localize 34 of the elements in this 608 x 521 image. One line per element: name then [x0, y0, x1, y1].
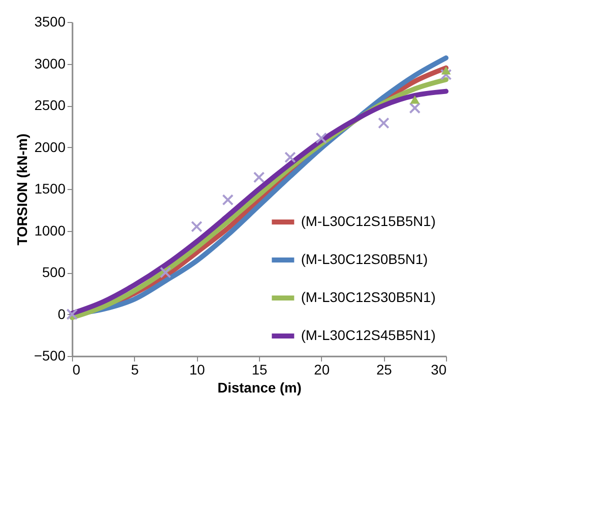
point [284, 152, 296, 164]
point [66, 308, 78, 320]
point [410, 96, 420, 104]
y-tick-label: 0 [58, 306, 66, 322]
y-tick-label: 2000 [34, 138, 66, 155]
y-tick-label: 1500 [34, 180, 66, 196]
x-tick-label: 0 [72, 362, 80, 378]
point [441, 66, 451, 75]
y-tick-label: −500 [34, 348, 66, 364]
point [378, 117, 390, 129]
point [253, 172, 265, 184]
legend-label: (M-L30C12S45B5N1) [301, 327, 436, 343]
point [316, 132, 328, 144]
y-tick-label: 1000 [34, 222, 66, 238]
y-axis-title: TORSION (kN-m) [14, 134, 30, 246]
x-tick-label: 30 [430, 362, 447, 378]
point [222, 194, 234, 206]
y-tick-label: 500 [42, 264, 66, 280]
legend-label: (M-L30C12S0B5N1) [301, 251, 428, 267]
y-tick-label: 3000 [34, 55, 66, 72]
point [440, 68, 452, 80]
point [160, 266, 172, 278]
x-tick-label: 15 [252, 362, 268, 378]
x-axis-title: Distance (m) [217, 380, 302, 396]
x-tick-label: 5 [130, 362, 139, 378]
legend-label: (M-L30C12S15B5N1) [301, 213, 436, 229]
x-tick-label: 20 [314, 362, 330, 378]
x-tick-label: 25 [376, 362, 392, 378]
y-tick-label: 3500 [34, 14, 66, 30]
point [190, 220, 202, 232]
point [409, 102, 421, 114]
legend-label: (M-L30C12S30B5N1) [301, 289, 436, 305]
x-tick-label: 10 [189, 362, 206, 378]
y-tick-label: 2500 [34, 97, 66, 113]
